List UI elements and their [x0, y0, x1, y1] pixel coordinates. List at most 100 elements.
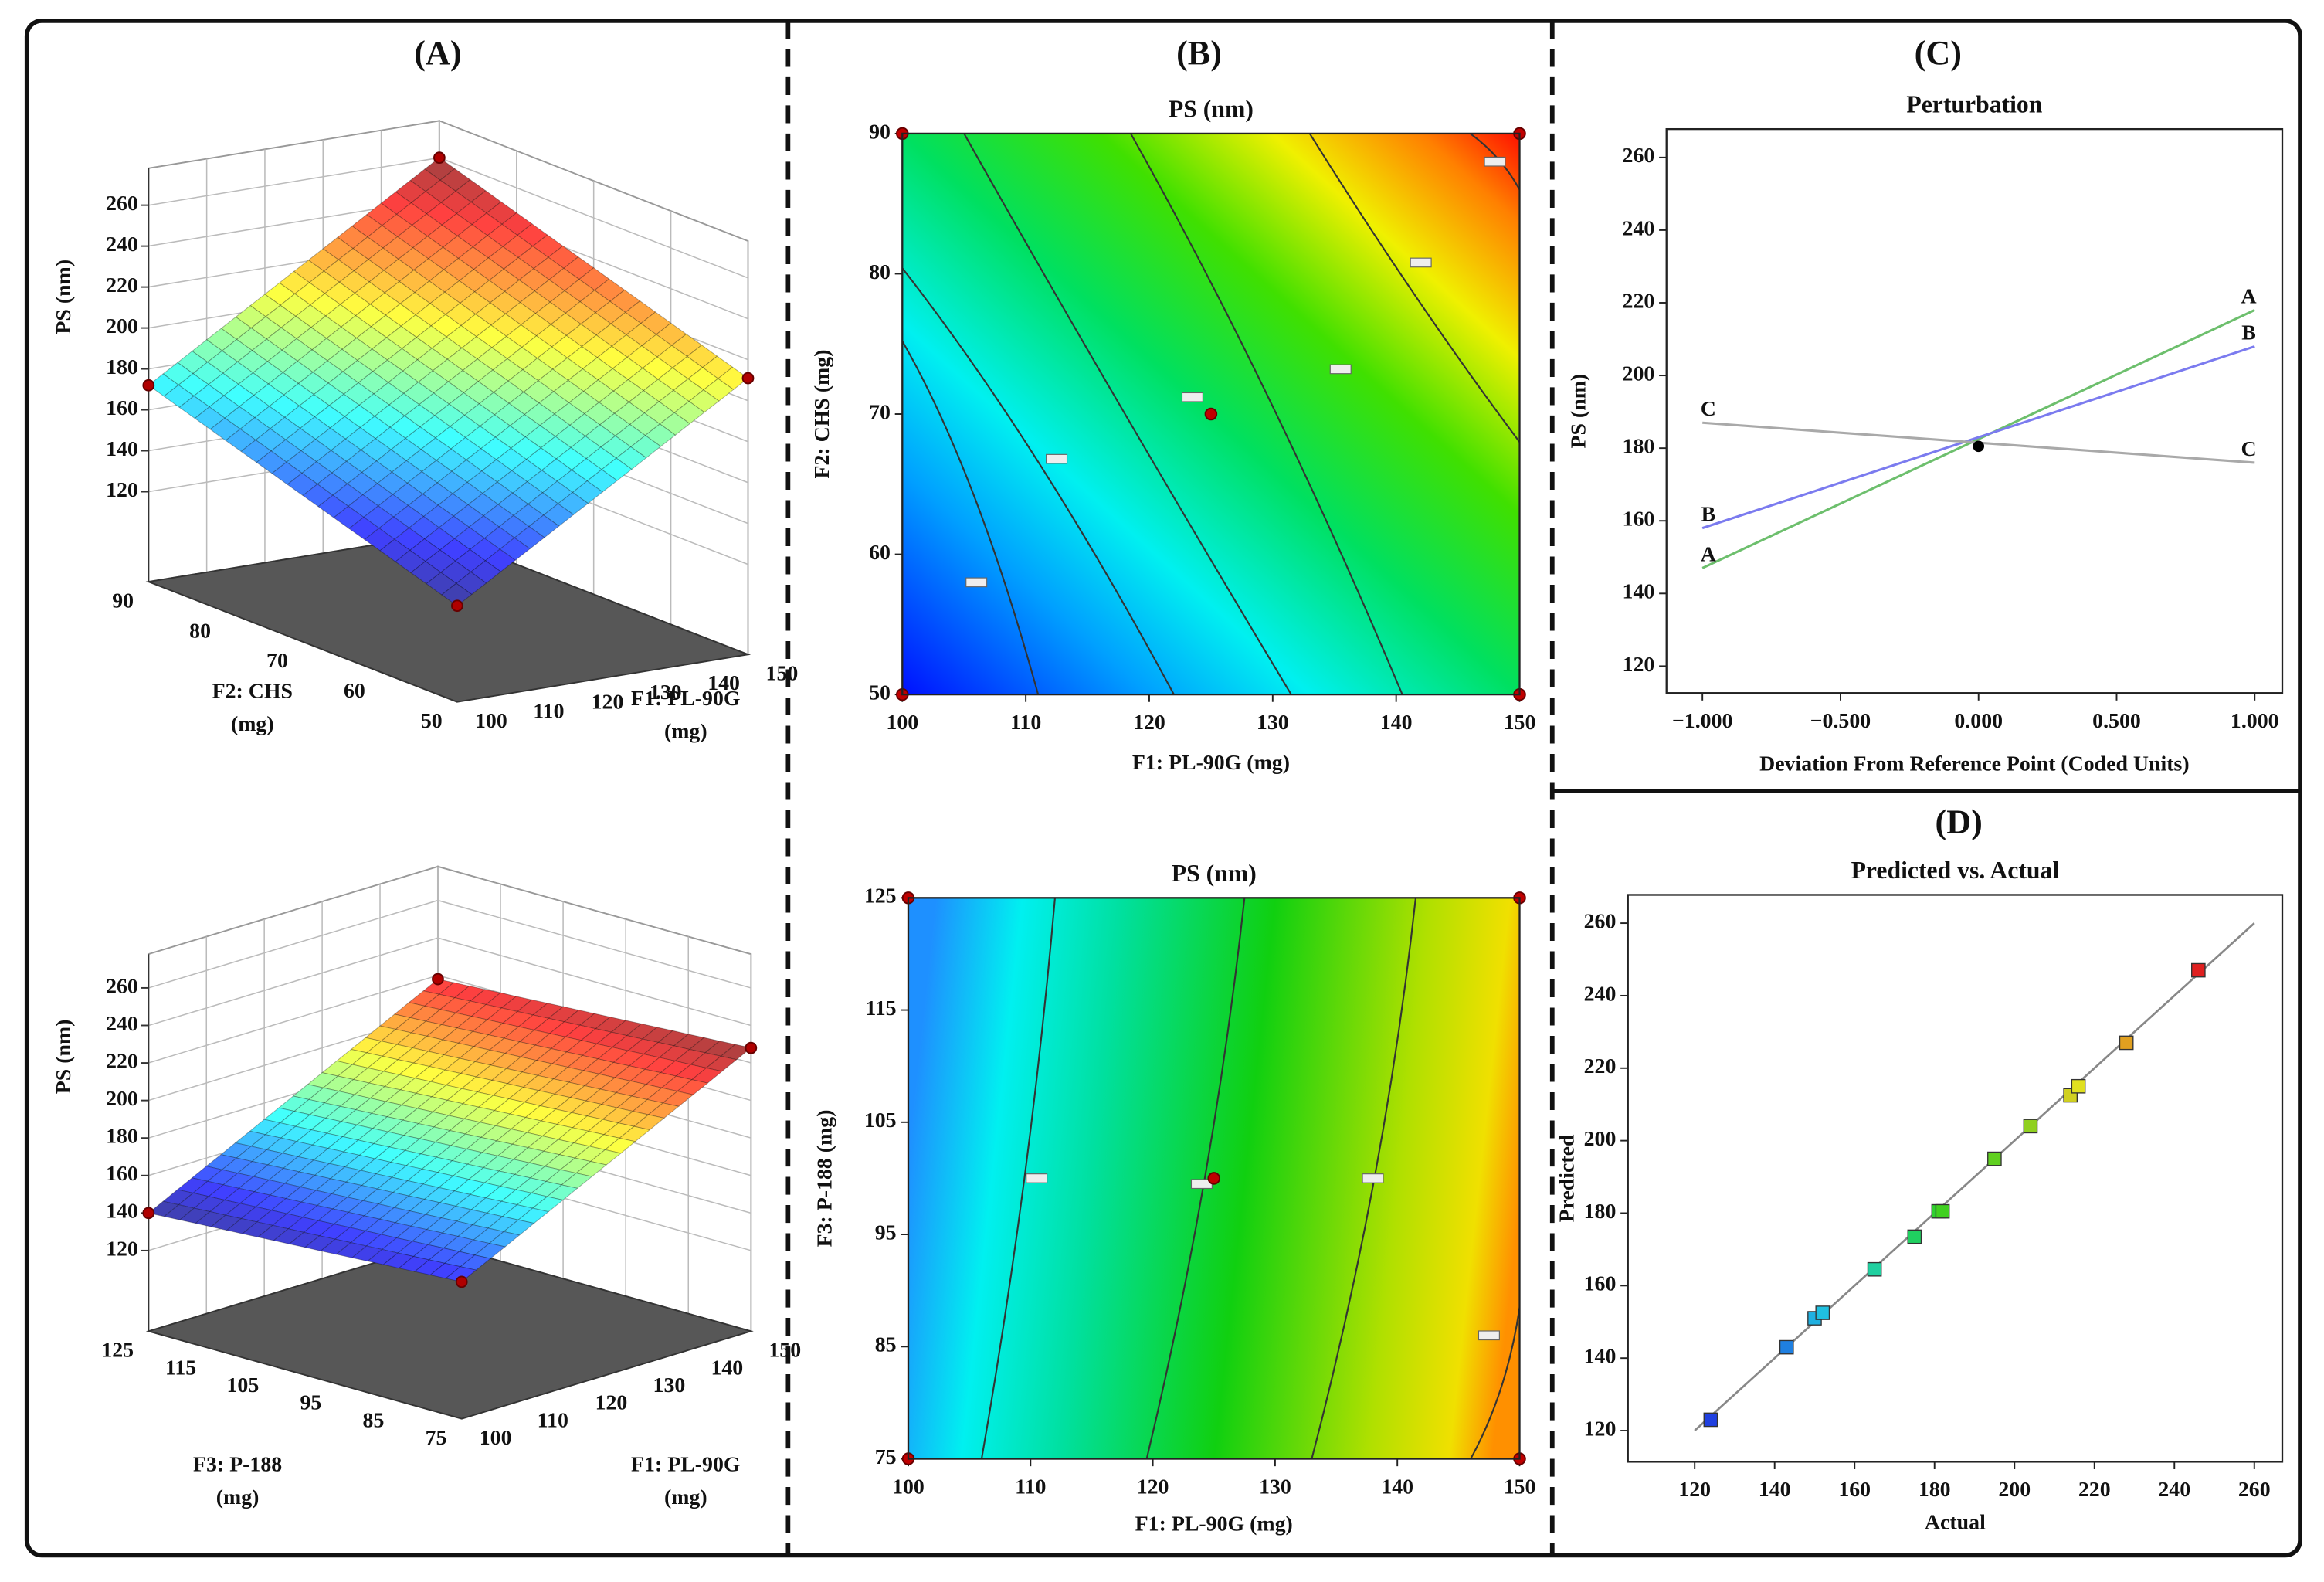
- y-tick-label: 260: [1623, 144, 1655, 168]
- x-axis-label: (mg): [664, 1485, 707, 1509]
- x-tick-label: 240: [2158, 1478, 2190, 1502]
- y-axis-label: PS (nm): [1567, 374, 1591, 449]
- x-tick-label: 0.500: [2092, 709, 2141, 733]
- wall-grid-line: [148, 937, 751, 1027]
- surface-cell: [534, 279, 565, 303]
- surface-cell: [282, 360, 314, 385]
- panel-label: (D): [1936, 803, 1983, 840]
- y-tick-label: 140: [1584, 1345, 1617, 1369]
- x-axis-label: F1: PL-90G (mg): [1135, 1512, 1293, 1536]
- y-tick-label: 95: [875, 1220, 897, 1244]
- surface-cell: [388, 392, 420, 416]
- wall-grid-line: [148, 899, 751, 989]
- y-tick-label: 60: [869, 541, 891, 565]
- surface-cell: [531, 1196, 564, 1213]
- surface-cell: [705, 1055, 738, 1072]
- x-axis-label: Deviation From Reference Point (Coded Un…: [1759, 752, 2190, 776]
- contour-label-box: [1478, 1330, 1500, 1341]
- contour-label-box: [1046, 453, 1068, 464]
- scatter-point: [1867, 1261, 1882, 1277]
- y-tick-label: 75: [875, 1445, 897, 1469]
- surface-cell: [441, 582, 473, 606]
- x-axis-label: F1: PL-90G: [631, 1453, 741, 1477]
- z-tick-label: 260: [106, 974, 138, 998]
- surface-cell: [236, 349, 269, 374]
- y-tick-label: 105: [226, 1373, 259, 1397]
- contour-label-box: [1362, 1173, 1384, 1183]
- surface-cell: [513, 504, 545, 528]
- x-tick-label: 100: [892, 1475, 925, 1499]
- design-point: [745, 1041, 758, 1054]
- surface-cell: [369, 1085, 402, 1102]
- surface-cell: [643, 401, 675, 425]
- surface-cell: [528, 514, 560, 538]
- surface-cell: [610, 311, 642, 336]
- contour-line: [1308, 133, 1521, 443]
- z-tick-label: 240: [106, 233, 138, 256]
- plot-frame: [907, 897, 1521, 1460]
- contour-line: [901, 267, 1175, 695]
- y-tick-label: 70: [266, 649, 288, 673]
- y-axis-label: F2: CHS: [212, 680, 293, 704]
- perturbation-line: [1701, 309, 2255, 569]
- x-tick-label: 1.000: [2231, 709, 2279, 733]
- x-tick-label: 140: [1759, 1478, 1791, 1502]
- series-label: B: [1701, 503, 1716, 527]
- x-tick-label: 100: [475, 709, 507, 733]
- plot-frame: [1665, 127, 2284, 694]
- chart-title: PS (nm): [1169, 95, 1254, 122]
- surface-cell: [368, 247, 399, 271]
- x-tick-label: 120: [595, 1391, 628, 1415]
- x-tick-label: 150: [766, 662, 799, 686]
- x-tick-label: 100: [480, 1426, 512, 1450]
- y-tick-label: 115: [865, 996, 896, 1020]
- reference-point: [1973, 440, 1985, 453]
- surface-cell: [342, 359, 374, 384]
- y-tick-label: 50: [421, 709, 443, 733]
- y-tick-label: 90: [112, 589, 134, 613]
- surface-cell: [351, 1245, 383, 1262]
- surface-cell: [295, 304, 327, 328]
- surface-cell: [395, 549, 426, 573]
- surface-cell: [627, 368, 659, 392]
- surface-cell: [579, 290, 611, 314]
- surface-cell: [178, 395, 210, 419]
- y-tick-label: 220: [1584, 1054, 1617, 1078]
- y-axis-label: F3: P-188: [193, 1453, 282, 1477]
- y-tick-label: 85: [875, 1333, 897, 1357]
- surface-cell: [466, 448, 497, 472]
- surface-cell: [354, 281, 385, 305]
- design-point: [142, 379, 155, 392]
- x-tick-label: −0.500: [1810, 709, 1871, 733]
- y-tick-label: 240: [1623, 216, 1655, 240]
- y-tick-label: 115: [165, 1356, 196, 1380]
- contour-label-box: [1026, 1173, 1048, 1183]
- x-tick-label: 120: [1678, 1478, 1711, 1502]
- x-tick-label: 140: [1380, 711, 1413, 735]
- x-axis-label: Actual: [1925, 1510, 1986, 1534]
- x-tick-label: 130: [1259, 1475, 1291, 1499]
- surface-cell: [439, 168, 471, 192]
- surface-cell: [327, 1136, 359, 1153]
- design-point: [455, 1275, 468, 1288]
- surface-cell: [413, 1259, 446, 1276]
- x-tick-label: 220: [2078, 1478, 2111, 1502]
- scatter-point: [2071, 1078, 2086, 1094]
- y-tick-label: 200: [1623, 362, 1655, 385]
- surface-cell: [333, 1211, 365, 1228]
- surface-cell: [508, 391, 540, 416]
- surface-cell: [517, 223, 548, 247]
- design-point: [741, 372, 755, 385]
- series-label: A: [2241, 284, 2257, 308]
- y-tick-label: 60: [344, 679, 365, 703]
- surface-cell: [324, 281, 356, 305]
- y-axis-label: Predicted: [1555, 1134, 1579, 1222]
- z-tick-label: 220: [106, 1049, 138, 1073]
- surface-cell: [162, 362, 194, 385]
- x-tick-label: 0.000: [1954, 709, 2003, 733]
- surface-cell: [317, 494, 349, 518]
- contour-label-box: [1484, 156, 1506, 167]
- x-tick-label: 110: [1010, 711, 1041, 735]
- z-tick-label: 200: [106, 1087, 138, 1111]
